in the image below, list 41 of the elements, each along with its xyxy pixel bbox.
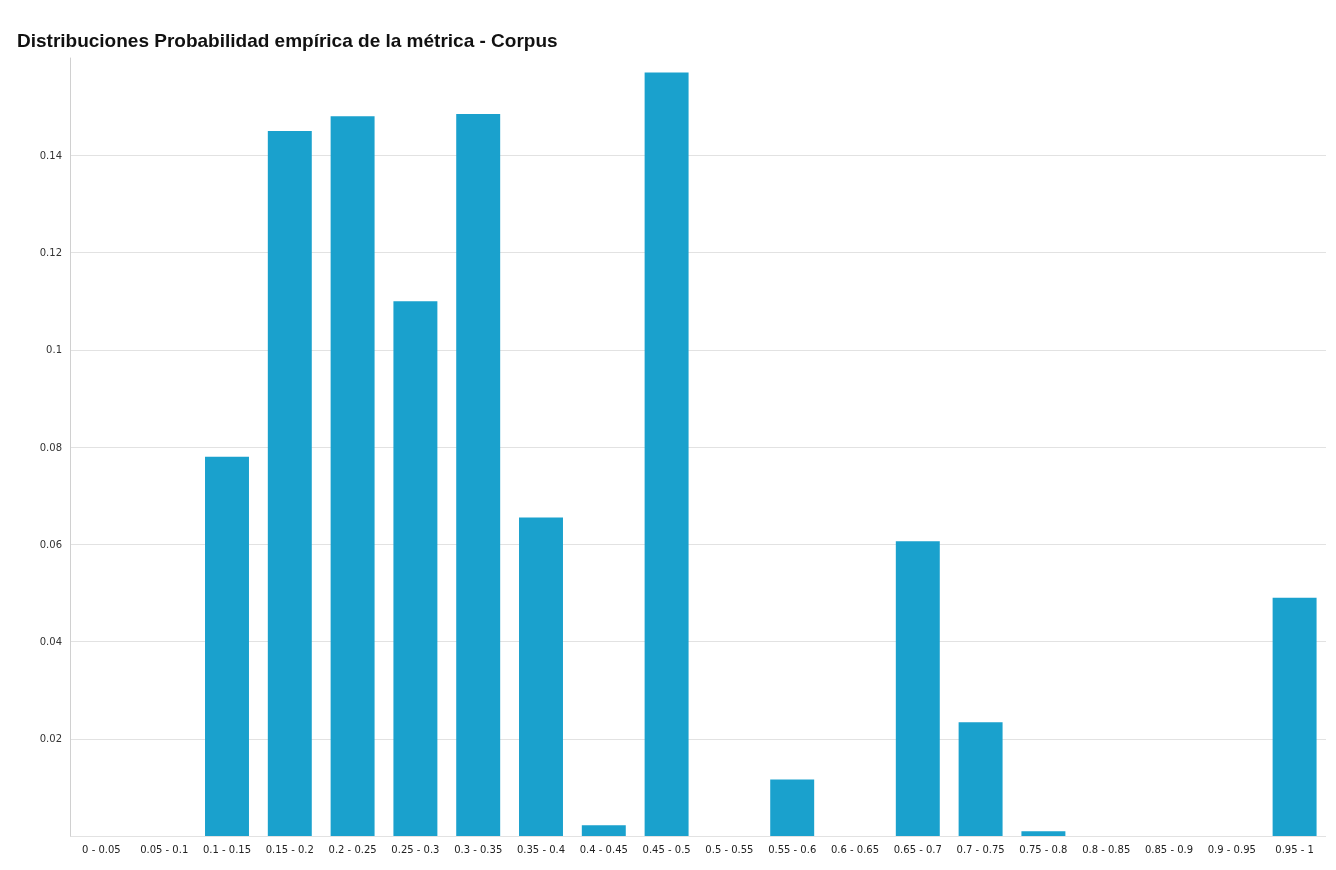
x-tick-label: 0.45 - 0.5 bbox=[642, 843, 691, 855]
x-tick-label: 0.7 - 0.75 bbox=[956, 843, 1005, 855]
x-tick-label: 0.65 - 0.7 bbox=[893, 843, 942, 855]
y-tick-label: 0.14 bbox=[39, 149, 62, 161]
x-tick-label: 0.2 - 0.25 bbox=[328, 843, 377, 855]
x-tick-label: 0.25 - 0.3 bbox=[391, 843, 440, 855]
x-tick-label: 0.9 - 0.95 bbox=[1207, 843, 1256, 855]
x-tick-label: 0.3 - 0.35 bbox=[454, 843, 503, 855]
bar bbox=[519, 517, 563, 836]
chart-title: Distribuciones Probabilidad empírica de la métrica - Corpus bbox=[17, 30, 558, 51]
x-tick-label: 0.6 - 0.65 bbox=[830, 843, 880, 855]
y-tick-label: 0.12 bbox=[39, 247, 62, 258]
bar bbox=[267, 130, 312, 836]
bar bbox=[581, 825, 626, 836]
x-tick-label: 0.05 - 0.1 bbox=[140, 843, 189, 855]
x-tick-label: 0.55 - 0.6 bbox=[768, 843, 817, 855]
x-tick-label: 0.15 - 0.2 bbox=[265, 843, 314, 855]
bar bbox=[895, 541, 940, 836]
bar bbox=[770, 779, 815, 836]
bar bbox=[205, 456, 249, 836]
x-tick-label: 0.1 - 0.15 bbox=[202, 843, 252, 855]
x-tick-label: 0.75 - 0.8 bbox=[1019, 843, 1068, 855]
x-tick-label: 0.8 - 0.85 bbox=[1082, 843, 1131, 855]
y-tick-label: 0.08 bbox=[39, 441, 62, 453]
x-tick-label: 0.4 - 0.45 bbox=[579, 843, 628, 855]
bar bbox=[330, 116, 375, 836]
x-tick-label: 0.5 - 0.55 bbox=[705, 843, 754, 855]
bar bbox=[958, 722, 1003, 836]
bar bbox=[393, 301, 438, 836]
x-tick-label: 0.35 - 0.4 bbox=[516, 843, 566, 855]
y-tick-label: 0.1 bbox=[46, 344, 62, 356]
bar bbox=[1272, 597, 1317, 836]
bar bbox=[456, 113, 501, 836]
x-tick-label: 0.95 - 1 bbox=[1275, 843, 1314, 855]
bar bbox=[644, 72, 689, 836]
y-tick-label: 0.04 bbox=[39, 636, 62, 647]
y-tick-label: 0.06 bbox=[39, 538, 62, 550]
x-tick-label: 0 - 0.05 bbox=[82, 843, 121, 855]
x-tick-label: 0.85 - 0.9 bbox=[1144, 843, 1194, 855]
bar bbox=[1021, 831, 1066, 836]
y-tick-label: 0.02 bbox=[39, 733, 62, 745]
